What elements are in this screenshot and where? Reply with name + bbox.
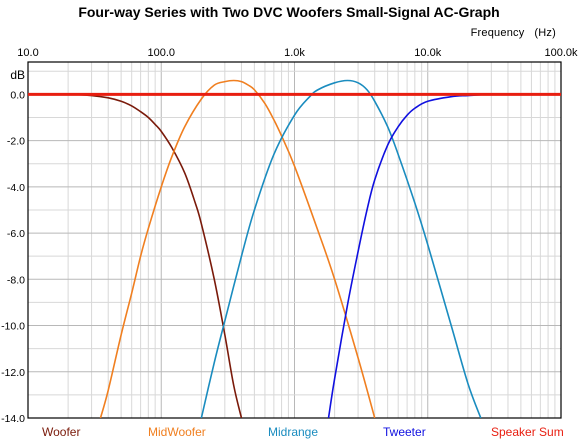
y-tick-label: -10.0 <box>1 321 25 333</box>
y-tick-label: -14.0 <box>1 413 25 425</box>
x-axis-unit: (Hz) <box>534 27 556 39</box>
x-tick-label: 10.0 <box>17 47 38 59</box>
legend-midwoofer: MidWoofer <box>148 425 206 439</box>
legend-midrange: Midrange <box>268 425 319 439</box>
y-axis-label: dB <box>10 68 25 82</box>
x-axis-label: Frequency (Hz) <box>471 27 556 39</box>
y-tick-label: -12.0 <box>1 367 25 379</box>
x-tick-label: 100.0 <box>147 47 175 59</box>
x-tick-label: 100.0k <box>544 47 578 59</box>
legend-speaker-sum: Speaker Sum <box>491 425 564 439</box>
x-tick-label: 10.0k <box>414 47 441 59</box>
x-axis-name: Frequency <box>470 27 525 39</box>
y-tick-label: -6.0 <box>7 228 25 240</box>
y-tick-label: 0.0 <box>10 89 25 101</box>
legend-woofer: Woofer <box>42 425 81 439</box>
series-woofer <box>51 93 243 418</box>
legend-tweeter: Tweeter <box>383 425 426 439</box>
chart-title: Four-way Series with Two DVC Woofers Sma… <box>78 4 500 20</box>
plot-frame <box>27 61 562 419</box>
series-midrange <box>200 79 482 418</box>
series-midwoofer <box>99 79 376 418</box>
y-tick-label: -2.0 <box>7 136 25 148</box>
y-tick-label: -4.0 <box>7 182 25 194</box>
x-tick-label: 1.0k <box>284 47 305 59</box>
y-tick-label: -8.0 <box>7 274 25 286</box>
